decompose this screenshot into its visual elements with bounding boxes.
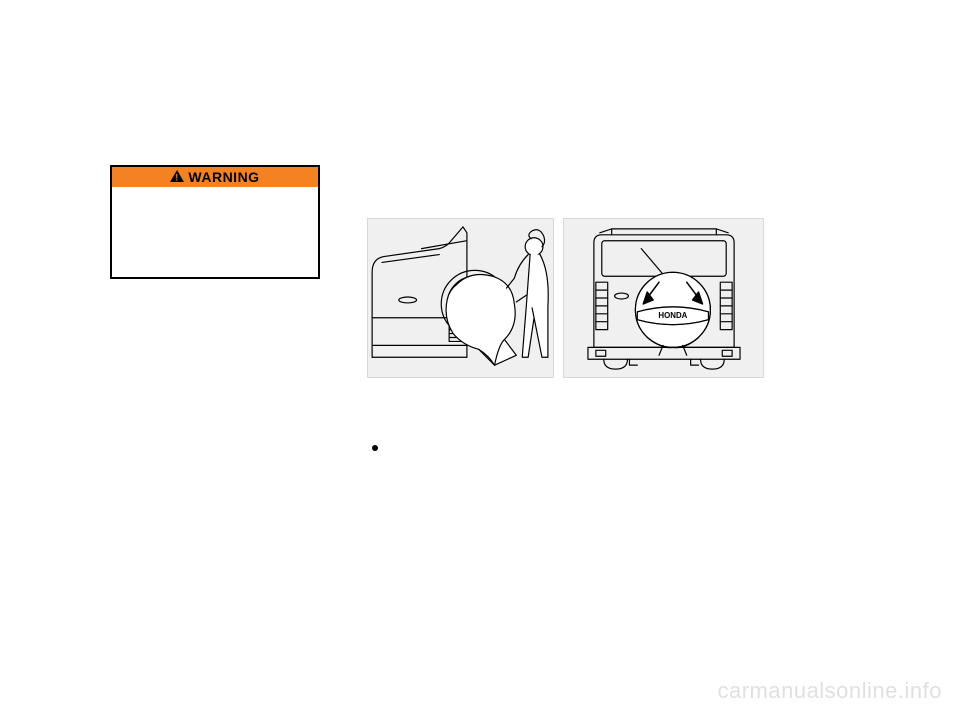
tire-cover-label: HONDA — [658, 311, 687, 320]
watermark-text: carmanualsonline.info — [717, 678, 942, 704]
warning-header: ! WARNING — [112, 167, 318, 187]
figure-rear-arrows: HONDA — [563, 218, 764, 378]
manual-page: ! WARNING — [0, 0, 960, 714]
warning-header-text: WARNING — [188, 169, 259, 185]
svg-text:!: ! — [176, 173, 180, 183]
list-bullet — [372, 445, 378, 451]
warning-box: ! WARNING — [110, 165, 320, 279]
warning-triangle-icon: ! — [170, 169, 184, 185]
figure-remove-cover — [367, 218, 554, 378]
warning-body — [112, 187, 318, 277]
